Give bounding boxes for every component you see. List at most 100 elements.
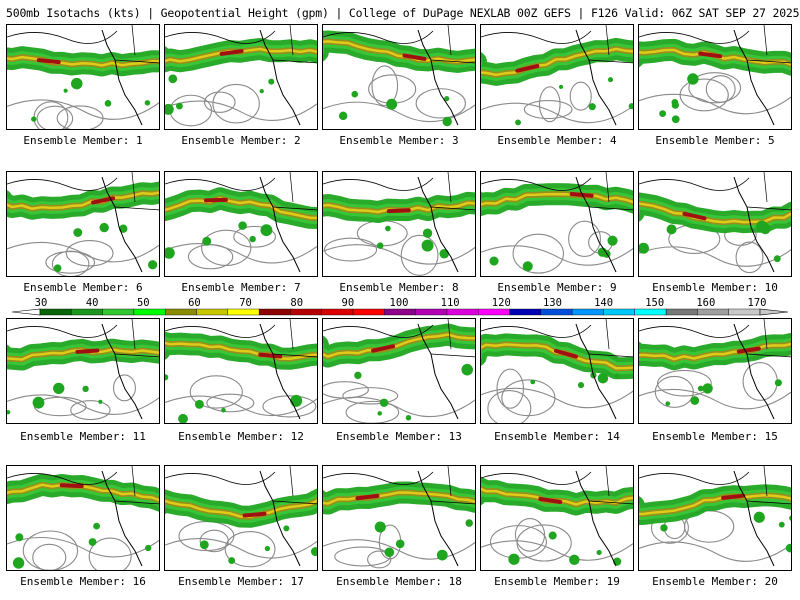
ensemble-panel [6,465,160,571]
colorbar-left-arrow [11,308,41,316]
colorbar-swatch [603,308,635,316]
colorbar-tick-label: 120 [491,297,511,309]
colorbar-swatch [290,308,322,316]
colorbar-tick-label: 140 [594,297,614,309]
colorbar-swatch [728,308,761,316]
colorbar-swatch [258,308,291,316]
jet-map [639,25,791,126]
colorbar-tick-label: 60 [188,297,201,309]
ensemble-panel [480,24,634,130]
jet-map [481,172,633,274]
ensemble-member-label: Ensemble Member: 6 [23,281,143,294]
ensemble-panel [638,24,792,130]
colorbar [11,308,789,316]
colorbar-tick-label: 110 [440,297,460,309]
ensemble-panel [638,171,792,277]
ensemble-member-label: Ensemble Member: 19 [494,575,620,588]
ensemble-panel [322,465,476,571]
ensemble-member-label: Ensemble Member: 12 [178,430,304,443]
colorbar-swatch [165,308,197,316]
colorbar-swatch [571,308,604,316]
colorbar-swatch [321,308,354,316]
jet-map [7,25,159,129]
jet-map [323,25,475,127]
ensemble-panel [638,465,792,571]
jet-map [323,466,475,569]
colorbar-tick-label: 80 [290,297,304,309]
ensemble-member-label: Ensemble Member: 3 [339,134,459,147]
colorbar-swatch [634,308,667,316]
jet-map [7,466,159,570]
ensemble-member-label: Ensemble Member: 16 [20,575,146,588]
ensemble-panel [480,318,634,424]
ensemble-member-label: Ensemble Member: 13 [336,430,462,443]
ensemble-panel [6,318,160,424]
colorbar-swatch [665,308,698,316]
ensemble-panel [164,171,318,277]
colorbar-tick-label: 70 [239,297,252,309]
ensemble-member-label: Ensemble Member: 15 [652,430,778,443]
colorbar-swatch [697,308,729,316]
jet-map [323,319,475,423]
ensemble-member-label: Ensemble Member: 14 [494,430,620,443]
colorbar-swatch [384,308,416,316]
ensemble-panel [6,24,160,130]
jet-map [165,319,317,423]
colorbar-swatch [540,308,573,316]
jet-map [323,172,475,276]
jet-map [639,466,791,567]
colorbar-swatch [133,308,166,316]
ensemble-panel [480,465,634,571]
ensemble-panel [322,171,476,277]
colorbar-tick-label: 100 [389,297,409,309]
page-title: 500mb Isotachs (kts) | Geopotential Heig… [6,6,800,20]
ensemble-member-label: Ensemble Member: 10 [652,281,778,294]
ensemble-panel [322,318,476,424]
ensemble-panel [638,318,792,424]
jet-map [7,172,159,276]
ensemble-panel [164,318,318,424]
jet-map [7,319,159,421]
colorbar-tick-label: 170 [747,297,767,309]
ensemble-member-label: Ensemble Member: 20 [652,575,778,588]
ensemble-member-label: Ensemble Member: 7 [181,281,301,294]
colorbar-swatch [39,308,72,316]
ensemble-member-label: Ensemble Member: 2 [181,134,301,147]
ensemble-member-label: Ensemble Member: 11 [20,430,146,443]
ensemble-panel [6,171,160,277]
colorbar-swatch [227,308,260,316]
colorbar-tick-label: 90 [341,297,355,309]
colorbar-swatch [415,308,448,316]
ensemble-panel [322,24,476,130]
colorbar-swatch [352,308,385,316]
colorbar-swatch [102,308,135,316]
ensemble-member-label: Ensemble Member: 17 [178,575,304,588]
ensemble-member-label: Ensemble Member: 9 [497,281,617,294]
colorbar-tick-label: 40 [85,297,99,309]
colorbar-tick-label: 150 [645,297,665,309]
ensemble-member-label: Ensemble Member: 18 [336,575,462,588]
jet-map [165,466,317,568]
colorbar-swatch [196,308,229,316]
colorbar-swatch [478,308,510,316]
jet-map [481,466,633,567]
colorbar-right-arrow [759,308,789,316]
colorbar-tick-label: 30 [34,297,48,309]
colorbar-swatch [71,308,103,316]
colorbar-tick-label: 160 [696,297,716,309]
jet-map [481,25,633,126]
jet-map [639,172,791,274]
colorbar-swatch [509,308,542,316]
jet-map [165,25,317,127]
jet-map [639,319,791,420]
ensemble-panel [164,465,318,571]
jet-map [165,172,317,273]
colorbar-swatch [446,308,479,316]
colorbar-tick-label: 130 [542,297,562,309]
ensemble-member-label: Ensemble Member: 4 [497,134,617,147]
ensemble-member-label: Ensemble Member: 1 [23,134,143,147]
ensemble-member-label: Ensemble Member: 5 [655,134,775,147]
ensemble-panel [164,24,318,130]
jet-map [481,319,633,423]
colorbar-tick-label: 50 [136,297,150,309]
